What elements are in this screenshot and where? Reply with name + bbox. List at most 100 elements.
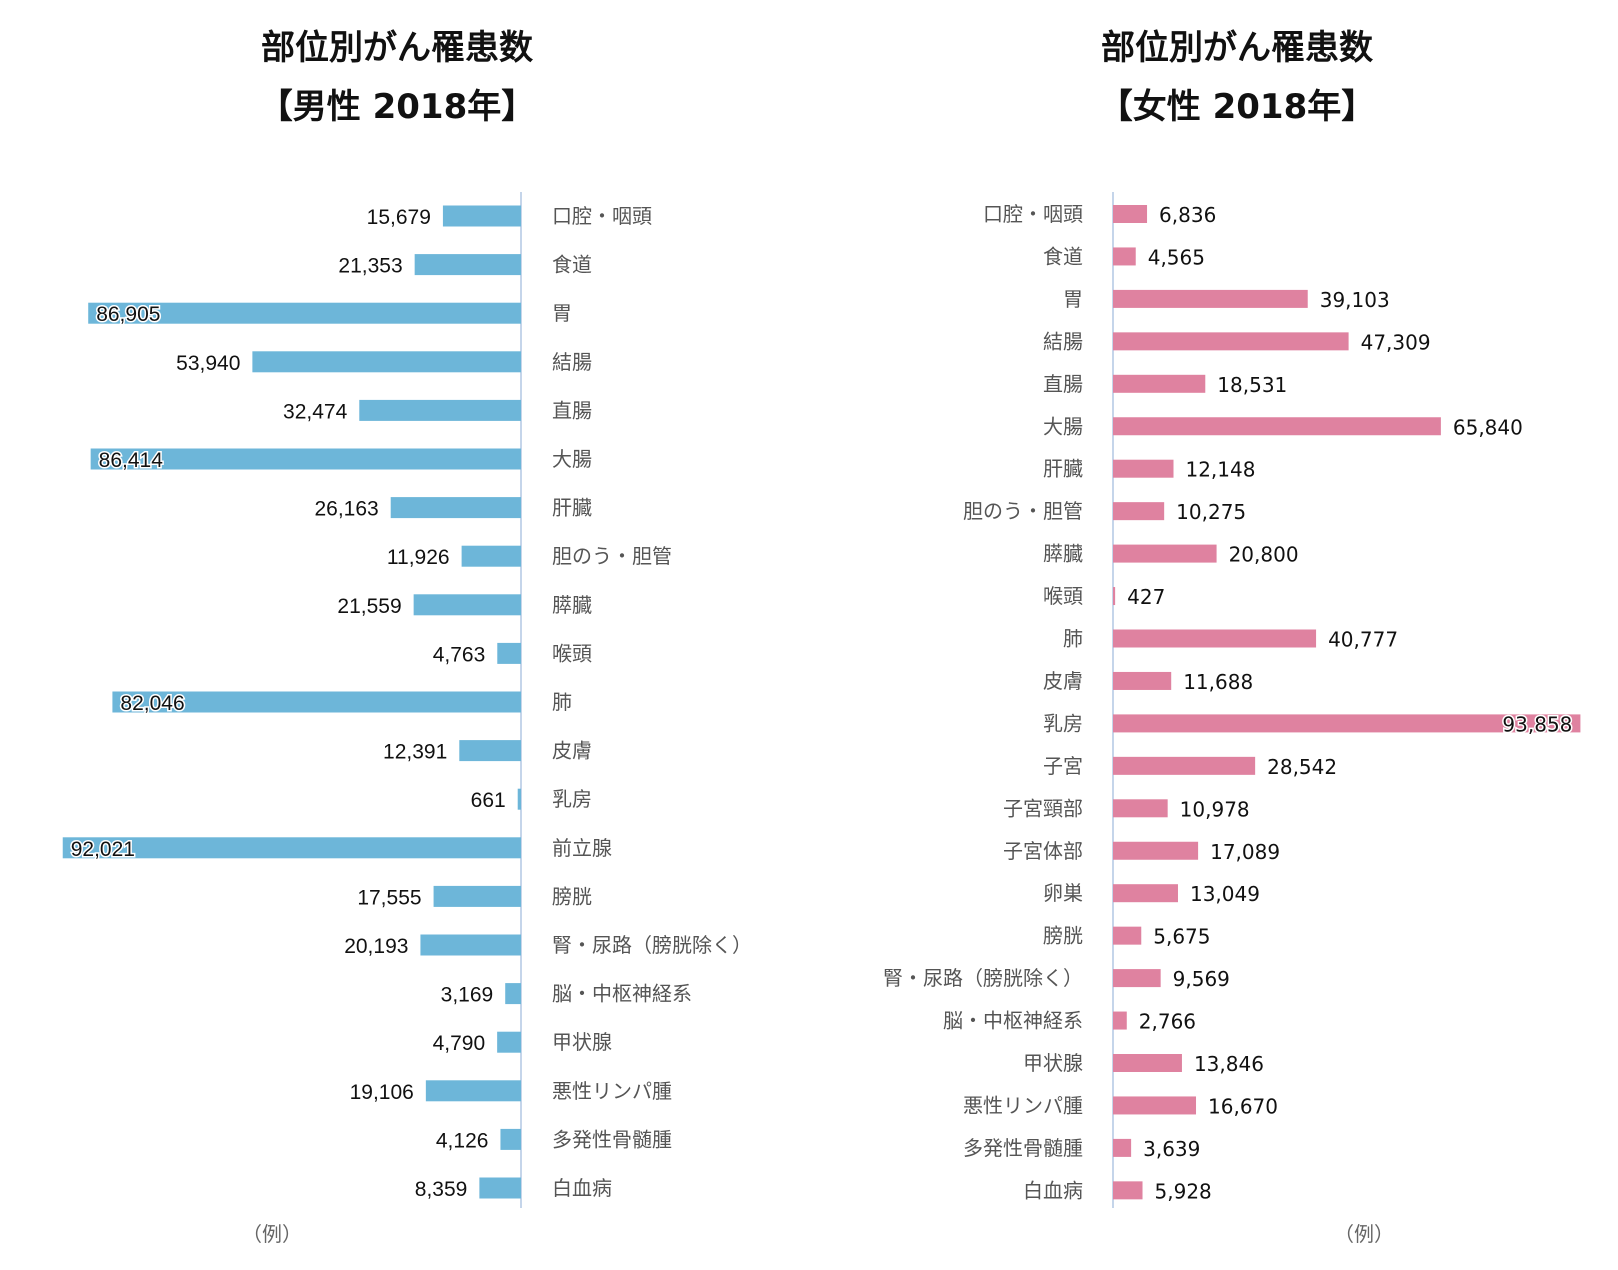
female-category-label: 多発性骨髄腫 [963,1136,1083,1160]
female-bar [1113,374,1206,393]
male-bar [413,594,521,616]
female-category-label: 結腸 [1043,329,1083,353]
male-value-label: 4,763 [433,643,486,666]
female-bar [1113,1096,1197,1115]
male-category-label: 悪性リンパ腫 [552,1079,672,1103]
male-bar [90,448,522,470]
female-bar [1113,205,1148,223]
female-bar [1113,799,1168,818]
female-value-label: 10,275 [1176,500,1246,524]
female-bar [1113,671,1172,690]
female-value-label: 11,688 [1183,670,1253,694]
female-category-label: 脳・中枢神経系 [943,1009,1083,1033]
male-value-label: 21,353 [338,255,402,278]
female-bar [1113,714,1581,733]
male-category-label: 胆のう・胆管 [552,544,672,568]
female-category-label: 子宮体部 [1003,839,1083,863]
female-value-label: 4,565 [1148,245,1205,269]
male-category-label: 喉頭 [552,641,592,665]
male-value-label: 11,926 [387,546,450,569]
female-value-label: 16,670 [1208,1094,1278,1118]
male-category-label: 膀胱 [552,884,592,908]
male-category-label: 脳・中枢神経系 [552,982,692,1006]
female-category-label: 甲状腺 [1023,1051,1083,1075]
male-category-label: 大腸 [552,447,592,471]
male-category-label: 口腔・咽頭 [552,204,652,228]
male-category-label: 乳房 [552,787,592,811]
male-value-label: 17,555 [357,886,421,909]
male-category-label: 結腸 [552,350,592,374]
female-chart: 部位別がん罹患数 【女性 2018年】 6,836 口腔・咽頭 4,565 食道 39,… [883,28,1581,1246]
male-category-label: 肝臓 [552,496,592,520]
male-value-label: 661 [471,789,506,812]
female-category-label: 食道 [1043,244,1083,268]
female-value-label: 47,309 [1361,330,1431,354]
female-bar [1113,502,1165,521]
male-value-label: 53,940 [176,352,240,375]
female-category-label: 肝臓 [1043,457,1083,481]
female-bar [1113,544,1217,563]
female-category-label: 子宮 [1043,754,1083,778]
female-category-label: 卵巣 [1043,881,1083,905]
male-value-label: 3,169 [441,984,494,1007]
female-category-label: 白血病 [1023,1178,1083,1202]
male-value-label: 12,391 [383,741,447,764]
male-bar [62,837,522,859]
male-category-label: 胃 [552,301,572,325]
female-chart-subtitle: 【女性 2018年】 [1099,87,1375,127]
female-value-label: 18,531 [1217,373,1287,397]
female-bar [1113,969,1161,988]
male-value-label: 4,126 [436,1129,489,1152]
female-bar [1113,841,1199,860]
male-value-label: 86,414 [99,449,164,472]
female-category-label: 膵臓 [1043,542,1083,566]
female-value-label: 17,089 [1210,840,1280,864]
female-category-label: 胆のう・胆管 [963,499,1083,523]
female-unit-label: （例） [1334,1222,1394,1246]
male-unit-label: （例） [242,1222,302,1246]
male-bar [505,983,521,1005]
male-value-label: 82,046 [120,692,184,715]
female-bar [1113,1181,1143,1200]
male-category-label: 肺 [552,690,572,714]
male-bar [497,642,521,664]
male-value-label: 8,359 [415,1178,468,1201]
male-category-label: 白血病 [552,1176,612,1200]
female-value-label: 5,675 [1153,925,1210,949]
male-chart: 部位別がん罹患数 【男性 2018年】 15,679 口腔・咽頭 21,353 食道 8… [62,28,752,1246]
female-value-label: 65,840 [1453,415,1523,439]
male-value-label: 32,474 [283,400,348,423]
female-chart-title: 部位別がん罹患数 [1101,28,1373,68]
male-bar [461,545,521,567]
male-chart-title: 部位別がん罹患数 [261,28,533,68]
female-bar [1113,926,1142,945]
male-bar [252,351,522,373]
male-category-label: 皮膚 [552,739,592,763]
female-value-label: 6,836 [1159,203,1216,227]
female-value-label: 13,846 [1194,1052,1264,1076]
female-category-label: 直腸 [1043,372,1083,396]
male-value-label: 86,905 [96,303,160,326]
male-bar [479,1177,521,1199]
male-category-label: 腎・尿路（膀胱除く） [552,933,752,957]
male-bar [433,885,521,907]
female-bar [1113,756,1256,775]
female-category-label: 腎・尿路（膀胱除く） [883,966,1083,990]
female-bar [1113,1054,1182,1072]
male-value-label: 26,163 [314,498,378,521]
female-category-label: 喉頭 [1043,584,1083,608]
female-category-label: 膀胱 [1043,924,1083,948]
female-value-label: 427 [1127,585,1165,609]
male-value-label: 92,021 [71,838,135,861]
male-value-label: 4,790 [433,1032,486,1055]
female-category-label: 肺 [1063,627,1083,651]
female-value-label: 3,639 [1143,1137,1200,1161]
male-chart-subtitle: 【男性 2018年】 [259,87,535,127]
male-category-label: 多発性骨髄腫 [552,1127,672,1151]
female-value-label: 12,148 [1185,458,1255,482]
male-bar [390,497,521,519]
female-bar [1113,332,1349,351]
female-value-label: 9,569 [1173,967,1230,991]
female-bar [1113,1011,1127,1030]
female-value-label: 39,103 [1320,288,1390,312]
